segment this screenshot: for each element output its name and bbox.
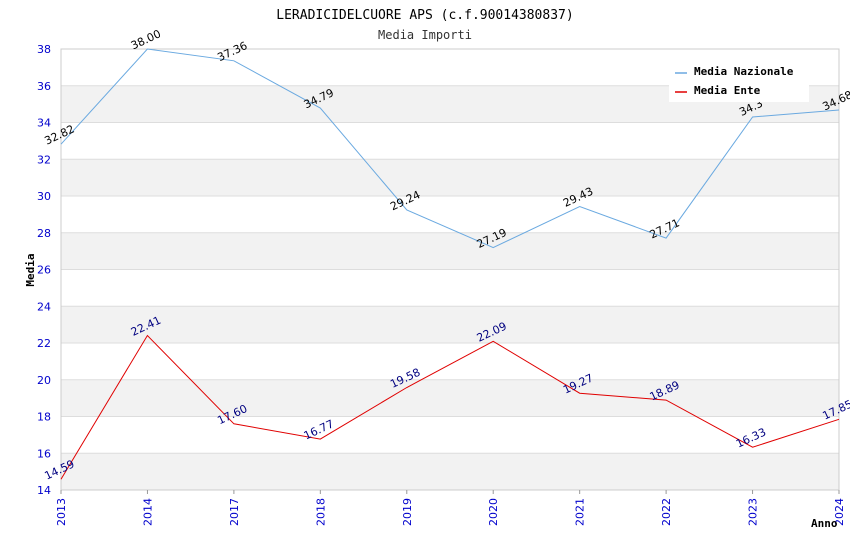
x-tick-label: 2021 [574, 498, 587, 526]
chart-title: LERADICIDELCUORE APS (c.f.90014380837) [276, 8, 573, 23]
grid-band [61, 159, 839, 196]
y-tick-label: 34 [37, 117, 51, 130]
y-tick-label: 20 [37, 374, 51, 387]
legend-box [669, 60, 809, 102]
chart-subtitle: Media Importi [378, 28, 472, 42]
series-line-media-ente [60, 334, 840, 480]
series-lines [60, 48, 840, 480]
y-tick-label: 26 [37, 264, 51, 277]
x-axis-ticks: 2013 2014 2017 2018 2019 2020 2021 2022 2023 2024 [55, 490, 846, 526]
x-tick-label: 2018 [314, 498, 327, 526]
series-line-media-nazionale [60, 48, 840, 249]
x-tick-label: 2020 [487, 498, 500, 526]
y-tick-label: 18 [37, 411, 51, 424]
y-tick-label: 36 [37, 80, 51, 93]
y-axis-label: Media [24, 253, 37, 286]
x-tick-label: 2017 [228, 498, 241, 526]
y-tick-label: 28 [37, 227, 51, 240]
grid-band [61, 453, 839, 490]
legend: Media Nazionale Media Ente [669, 60, 809, 102]
x-tick-label: 2014 [141, 498, 154, 526]
x-tick-label: 2023 [747, 498, 760, 526]
y-tick-label: 30 [37, 190, 51, 203]
y-tick-label: 22 [37, 337, 51, 350]
plot-frame [60, 48, 840, 491]
grid-band [61, 306, 839, 343]
y-tick-label: 32 [37, 153, 51, 166]
x-tick-label: 2013 [55, 498, 68, 526]
y-tick-label: 38 [37, 43, 51, 56]
y-tick-label: 24 [37, 300, 51, 313]
x-tick-label: 2024 [833, 498, 846, 526]
y-axis-ticks: 14 16 18 20 22 24 26 28 30 32 34 36 38 [37, 43, 51, 497]
legend-label-media-ente: Media Ente [694, 84, 761, 97]
legend-label-media-nazionale: Media Nazionale [694, 65, 794, 78]
grid-bands [61, 85, 839, 490]
grid-lines [61, 48, 839, 491]
x-axis-label: Anno [811, 517, 838, 530]
x-tick-label: 2022 [660, 498, 673, 526]
grid-band [61, 232, 839, 270]
grid-band [61, 379, 839, 417]
y-tick-label: 16 [37, 447, 51, 460]
y-tick-label: 14 [37, 484, 51, 497]
x-tick-label: 2019 [401, 498, 414, 526]
